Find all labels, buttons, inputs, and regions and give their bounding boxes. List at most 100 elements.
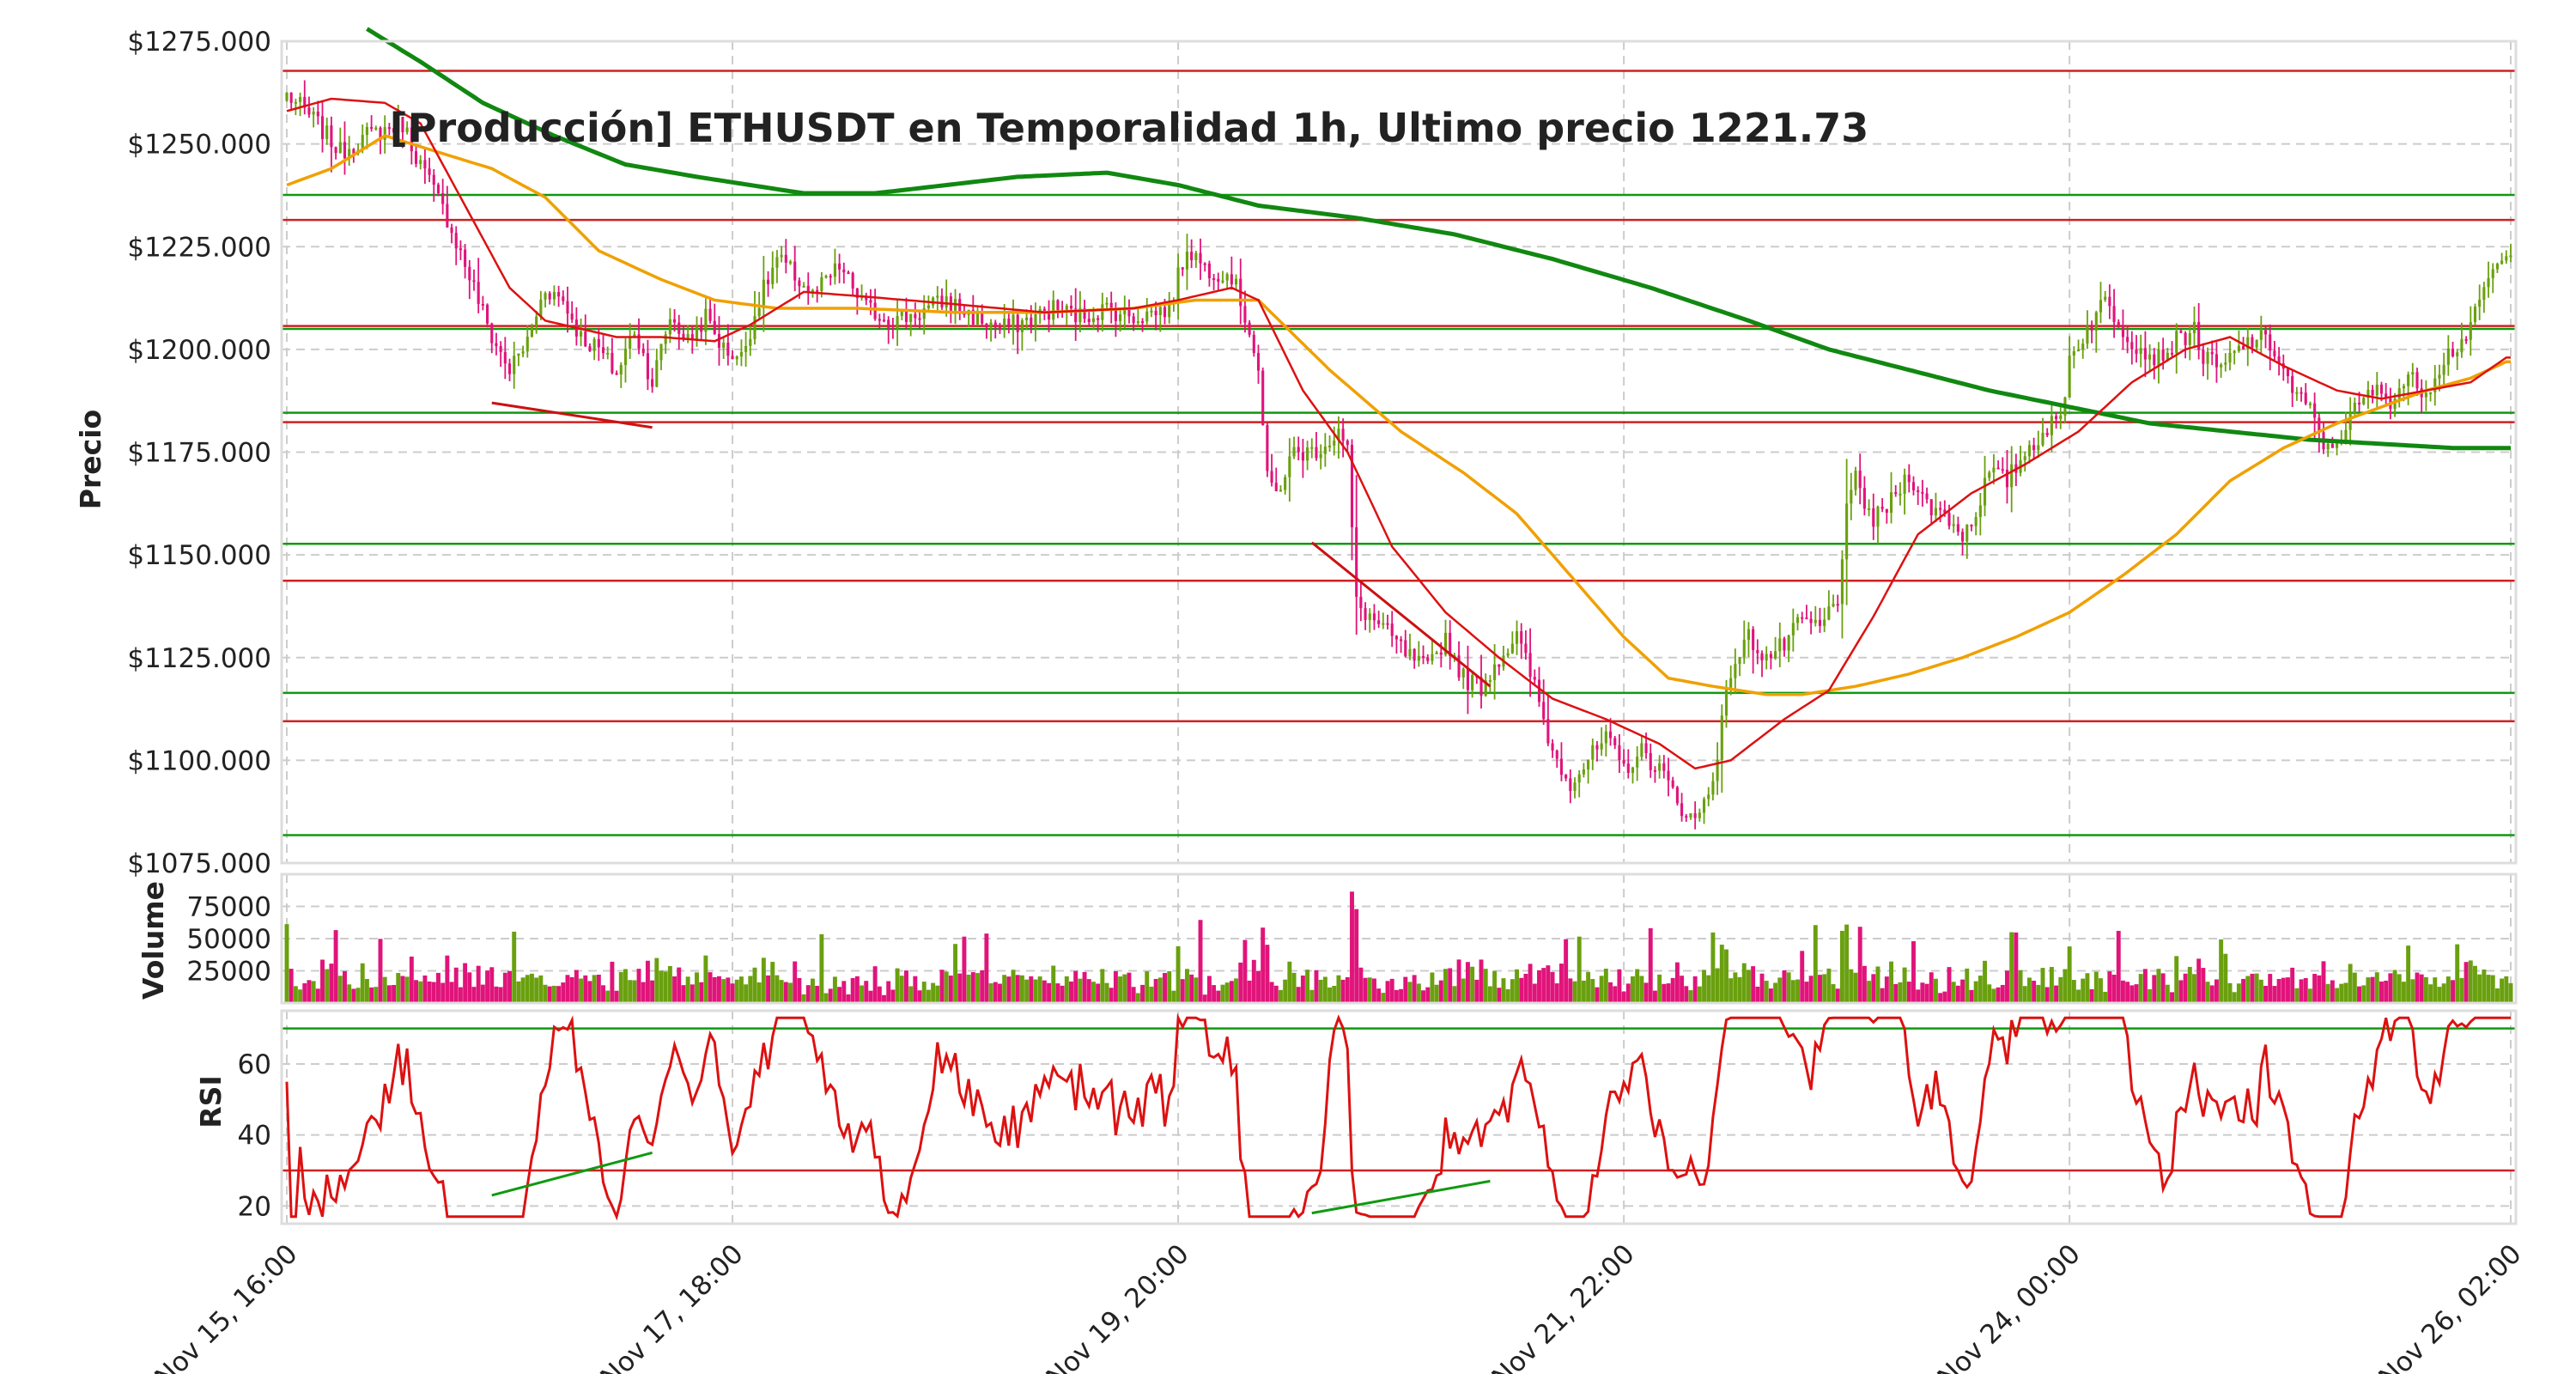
candle-body <box>677 322 681 334</box>
candle-body <box>749 338 752 346</box>
volume-bar <box>1871 974 1876 1003</box>
volume-bar <box>1867 981 1872 1003</box>
volume-bar <box>2415 972 2420 1003</box>
candle-body <box>2397 388 2401 399</box>
candle-body <box>2473 307 2477 323</box>
candle-body <box>1943 509 1947 514</box>
volume-bar <box>1261 927 1266 1003</box>
volume-bar <box>761 958 766 1003</box>
volume-bar <box>2254 973 2259 1003</box>
candle-body <box>1868 508 1871 510</box>
volume-bar <box>1474 979 1479 1003</box>
volume-bar <box>1314 970 1319 1003</box>
volume-bar <box>2103 991 2108 1003</box>
candle-body <box>601 347 605 354</box>
volume-bar <box>1212 985 1217 1003</box>
volume-bar <box>997 983 1002 1003</box>
volume-bar <box>1924 983 1929 1003</box>
volume-bar <box>2468 960 2473 1003</box>
candle-body <box>1394 635 1398 640</box>
candle-body <box>343 142 347 159</box>
candle-body <box>503 351 507 364</box>
candle-body <box>2330 443 2334 448</box>
volume-bar <box>1309 989 1315 1003</box>
ma-slow-line <box>366 27 2511 451</box>
volume-bar <box>734 979 739 1003</box>
candle-body <box>1559 758 1564 775</box>
volume-bar <box>1109 988 1114 1003</box>
candle-body <box>1498 664 1501 667</box>
candle-body <box>1832 604 1835 607</box>
candle-body <box>1818 619 1822 626</box>
volume-bar <box>1438 980 1443 1003</box>
candle-body <box>1323 447 1327 454</box>
candle-body <box>767 279 770 284</box>
candle-body <box>2037 445 2040 451</box>
candle-body <box>1327 445 1332 447</box>
volume-bar <box>525 975 530 1003</box>
candle-body <box>1662 763 1666 771</box>
candle-body <box>793 261 797 281</box>
candle-body <box>468 266 471 281</box>
candle-body <box>2228 352 2232 363</box>
volume-bar <box>1835 988 1840 1003</box>
candle-body <box>1185 252 1189 270</box>
volume-bar <box>1746 970 1751 1003</box>
candle-body <box>629 336 632 350</box>
volume-bar <box>1657 974 1662 1003</box>
candle-body <box>2108 296 2111 307</box>
candle-body <box>1421 655 1425 658</box>
volume-bar <box>422 975 428 1003</box>
candle-body <box>1587 759 1590 770</box>
volume-bar <box>445 955 450 1003</box>
candle-body <box>1333 441 1336 446</box>
volume-bar <box>2232 992 2237 1003</box>
volume-bar <box>1399 988 1404 1003</box>
volume-bar <box>1149 986 1154 1003</box>
candle-body <box>1341 429 1345 441</box>
volume-bar <box>1639 976 1644 1003</box>
candle-body <box>2478 300 2482 307</box>
volume-bar <box>320 959 325 1003</box>
volume-bar <box>1898 982 1903 1003</box>
candle-body <box>2326 443 2330 450</box>
volume-bar <box>498 987 503 1003</box>
volume-bar <box>2129 985 2135 1003</box>
candle-body <box>1284 477 1287 490</box>
candle-body <box>1769 654 1772 659</box>
candle-body <box>1199 252 1202 264</box>
volume-bar <box>2473 965 2477 1003</box>
volume-bar <box>2500 978 2505 1003</box>
volume-bar <box>2245 976 2251 1003</box>
volume-bar <box>1572 981 1577 1003</box>
volume-bar <box>1595 987 1600 1003</box>
volume-bar <box>2482 969 2487 1003</box>
volume-bar <box>298 989 303 1003</box>
candle-body <box>2353 403 2356 413</box>
candle-body <box>1649 752 1652 770</box>
candle-body <box>477 282 480 304</box>
candle-body <box>1016 314 1019 332</box>
volume-bar <box>538 975 544 1003</box>
volume-bar <box>944 971 949 1003</box>
volume-bar <box>2294 988 2300 1003</box>
volume-bar <box>1104 982 1109 1003</box>
volume-bar <box>1515 969 1520 1003</box>
chart-title: [Producción] ETHUSDT en Temporalidad 1h,… <box>390 105 1868 151</box>
volume-bar <box>2508 982 2513 1003</box>
candle-body <box>1689 813 1692 818</box>
volume-bar <box>614 990 619 1003</box>
volume-bar <box>681 985 686 1003</box>
volume-bar <box>1371 978 1376 1003</box>
volume-bar <box>2201 968 2206 1003</box>
volume-bar <box>623 969 628 1003</box>
candle-body <box>1636 757 1639 768</box>
volume-bar <box>351 988 356 1003</box>
candle-body <box>1774 651 1777 659</box>
candle-body <box>294 101 297 104</box>
volume-bar <box>1037 976 1042 1003</box>
candle-body <box>2495 264 2499 270</box>
volume-bar <box>1461 978 1466 1003</box>
volume-bar <box>1893 983 1899 1003</box>
candle-body <box>1292 447 1296 457</box>
